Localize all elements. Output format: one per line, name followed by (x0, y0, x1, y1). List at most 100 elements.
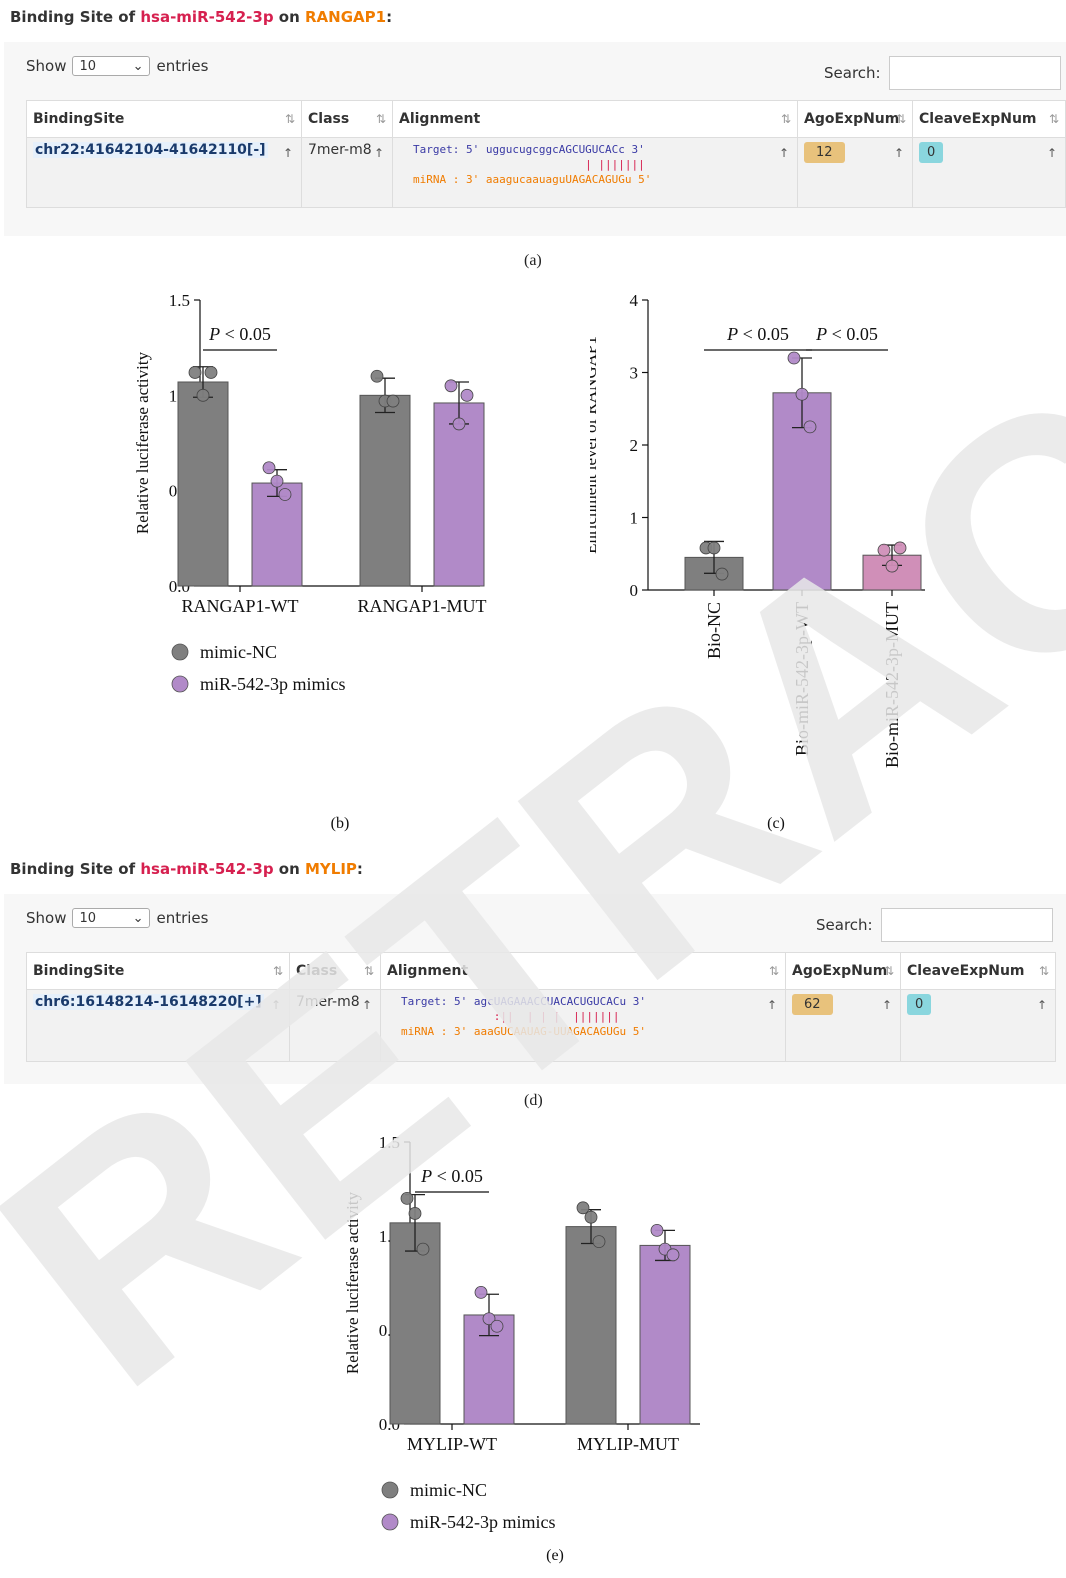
show-label: Show (26, 57, 67, 75)
column-header-class[interactable]: Class ⇅ (289, 952, 381, 990)
data-point (204, 366, 218, 379)
column-header-agoexpnum[interactable]: AgoExpNum ⇅ (785, 952, 901, 990)
data-point (666, 1248, 680, 1262)
data-point (416, 1242, 430, 1256)
alignment-cell: Target: 5' uggucugcggcAGCUGUCACc 3' | ||… (392, 137, 798, 208)
legend-label: miR-542-3p mimics (200, 674, 346, 694)
search-input[interactable] (888, 56, 1061, 90)
entries-select[interactable]: 10 ⌄ (72, 908, 151, 928)
bar (359, 394, 411, 587)
x-tick-label: RANGAP1-WT (182, 596, 299, 616)
binding-site-panel-rangap1: Binding Site of hsa-miR-542-3p on RANGAP… (0, 0, 1066, 275)
data-point (592, 1235, 606, 1249)
legend-marker (381, 1513, 399, 1531)
cleave-cell: 0 ↑ (912, 137, 1066, 208)
column-header-alignment[interactable]: Alignment ⇅ (380, 952, 786, 990)
column-header-class[interactable]: Class ⇅ (301, 100, 393, 138)
data-point (460, 388, 474, 402)
binding-site-link[interactable]: chr22:41642104-41642110[-] (33, 142, 268, 158)
arrow-up-icon: ↑ (373, 146, 384, 160)
target-sequence: Target: 5' agcUAGAAACCUACACUGUCACu 3' (401, 995, 647, 1008)
x-tick-label: MYLIP-WT (407, 1434, 497, 1454)
y-tick-label: 2 (630, 436, 639, 455)
chart-c: 0 1 2 3 4 Enrichment level of RANGAP1 Bio-NC Bi… (590, 291, 925, 832)
data-point (715, 567, 729, 581)
data-point (270, 474, 284, 488)
legend-label: miR-542-3p mimics (410, 1512, 556, 1532)
x-tick-label: Bio-NC (704, 602, 724, 659)
gene-name: RANGAP1 (305, 8, 387, 26)
bar (251, 482, 303, 587)
mirna-sequence: miRNA : 3' aaagucaauaguUAGACAGUGu 5' (413, 173, 652, 186)
column-header-cleaveexpnum[interactable]: CleaveExpNum ⇅ (900, 952, 1056, 990)
y-axis-label: Relative luciferase activity (343, 1191, 362, 1374)
search-control: Search: (816, 908, 1053, 942)
pairing-bars: :|| | | | ||||||| (401, 1010, 620, 1023)
data-point (795, 387, 809, 401)
cleave-cell: 0 ↑ (900, 989, 1056, 1062)
column-header-bindingsite[interactable]: BindingSite ⇅ (26, 100, 302, 138)
table-container: Show 10 ⌄ entries Search: BindingSite ⇅ Cl… (4, 42, 1066, 236)
binding-site-cell: chr6:16148214-16148220[+] ↑ (26, 989, 290, 1062)
x-tick-label: Bio-miR-542-3p-WT (792, 602, 812, 756)
significance-label: P < 0.05 (815, 324, 878, 344)
sort-icon: ⇅ (1048, 112, 1059, 126)
entries-label: entries (156, 57, 209, 75)
search-control: Search: (824, 56, 1061, 90)
x-tick-label: RANGAP1-MUT (357, 596, 486, 616)
entries-select[interactable]: 10 ⌄ (72, 56, 151, 76)
chevron-down-icon: ⌄ (132, 58, 144, 74)
binding-site-cell: chr22:41642104-41642110[-] ↑ (26, 137, 302, 208)
column-header-alignment[interactable]: Alignment ⇅ (392, 100, 798, 138)
caption: (b) (331, 815, 350, 832)
y-axis-label: Relative luciferase activity (133, 351, 152, 534)
data-point (490, 1319, 504, 1333)
data-point (444, 379, 458, 393)
data-point (474, 1285, 488, 1299)
cleave-badge: 0 (919, 142, 944, 163)
data-point (576, 1201, 590, 1215)
binding-site-link[interactable]: chr6:16148214-16148220[+] (33, 994, 264, 1010)
search-label: Search: (824, 64, 881, 82)
data-point (370, 369, 384, 383)
legend-marker (171, 675, 189, 693)
data-point (707, 541, 721, 555)
bar (565, 1226, 617, 1425)
mirna-name: hsa-miR-542-3p (140, 8, 274, 26)
column-header-bindingsite[interactable]: BindingSite ⇅ (26, 952, 290, 990)
y-tick-label: 0 (630, 581, 639, 600)
x-tick-label: Bio-miR-542-3p-MUT (882, 602, 902, 768)
legend-label: mimic-NC (410, 1480, 487, 1500)
data-point (400, 1192, 414, 1205)
page-length-control: Show 10 ⌄ entries (26, 908, 208, 928)
ago-cell: 62 ↑ (785, 989, 901, 1062)
data-point (278, 488, 292, 501)
gene-name: MYLIP (305, 860, 357, 878)
caption-d: (d) (524, 1092, 543, 1109)
caption: (e) (546, 1547, 564, 1564)
search-input[interactable] (880, 908, 1053, 942)
binding-site-table: BindingSite ⇅ Class ⇅ Alignment ⇅ AgoExpNum… (26, 952, 1056, 1062)
sort-icon: ⇅ (272, 964, 283, 978)
pairing-bars: | ||||||| (413, 158, 645, 171)
significance-label: P < 0.05 (208, 324, 271, 344)
legend-marker (381, 1481, 399, 1499)
data-point (196, 388, 210, 402)
arrow-up-icon: ↑ (270, 998, 281, 1012)
y-tick-label: 3 (630, 364, 639, 383)
caption: (c) (767, 815, 785, 832)
arrow-up-icon: ↑ (881, 998, 892, 1012)
panel-title: Binding Site of hsa-miR-542-3p on RANGAP… (10, 8, 393, 26)
bar (177, 381, 229, 587)
sort-icon: ⇅ (895, 112, 906, 126)
caption-a: (a) (524, 252, 542, 269)
sort-icon: ⇅ (363, 964, 374, 978)
data-point (803, 420, 817, 434)
column-header-cleaveexpnum[interactable]: CleaveExpNum ⇅ (912, 100, 1066, 138)
y-tick-label: 4 (630, 291, 639, 310)
sort-icon: ⇅ (284, 112, 295, 126)
column-header-agoexpnum[interactable]: AgoExpNum ⇅ (797, 100, 913, 138)
data-point (452, 417, 466, 431)
